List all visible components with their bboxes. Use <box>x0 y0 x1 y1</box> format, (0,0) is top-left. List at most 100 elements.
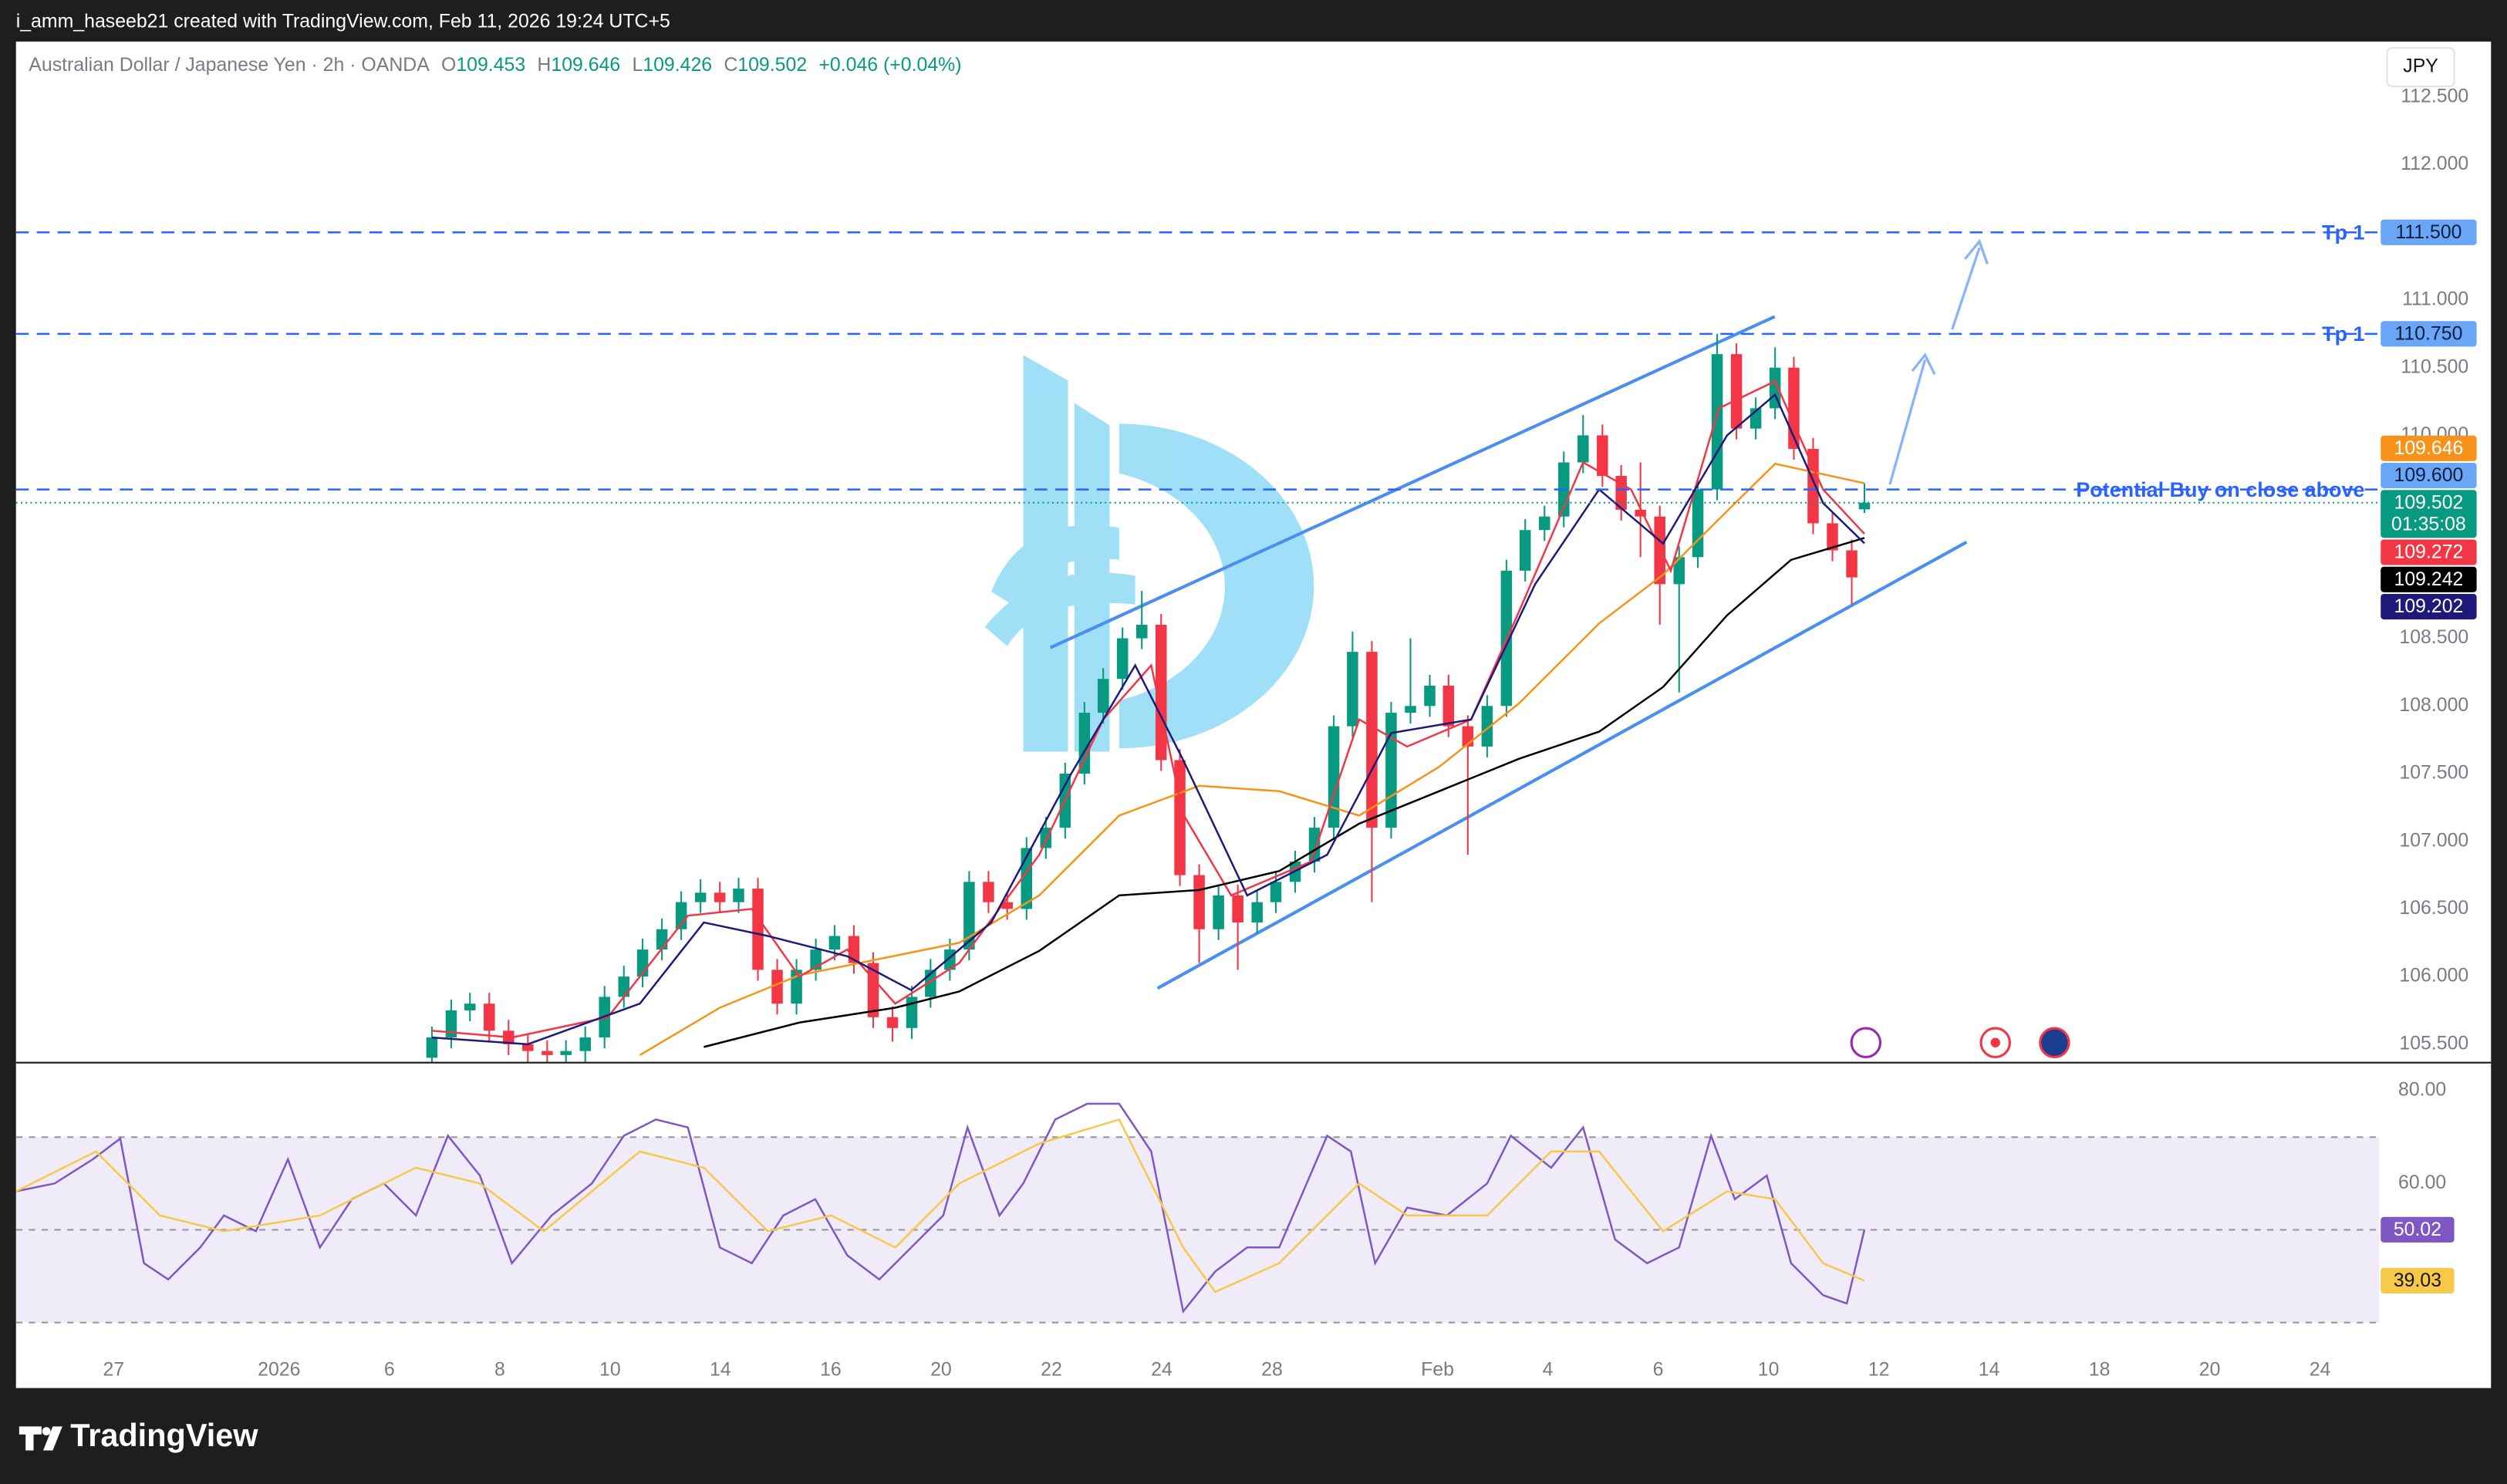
currency: JPY <box>2403 56 2438 77</box>
candle-body <box>1366 652 1378 828</box>
x-tick-label: 10 <box>1758 1358 1780 1380</box>
event-icon[interactable] <box>1850 1027 1882 1058</box>
candle-body <box>771 970 783 1004</box>
logo-mark <box>42 1426 62 1451</box>
price-pane <box>426 333 1871 1062</box>
candle-body <box>1442 685 1455 727</box>
candle-body <box>1193 875 1205 929</box>
x-tick-label: 27 <box>103 1358 124 1380</box>
candle-body <box>484 1003 495 1031</box>
rsi-tag-label: 50.02 <box>2394 1219 2441 1240</box>
x-tick-label: 6 <box>384 1358 395 1380</box>
events <box>1850 1027 2070 1058</box>
candle-body <box>694 892 707 902</box>
candle-body <box>963 882 975 950</box>
y-tick-label: 107.000 <box>2399 829 2468 851</box>
currency-box[interactable] <box>2386 47 2455 87</box>
candle-body <box>733 889 744 902</box>
watermark-swoosh <box>991 524 1119 608</box>
price-tag <box>2380 490 2477 538</box>
y-tick-label: 110.500 <box>2401 356 2468 377</box>
rsi-tag-label: 39.03 <box>2394 1270 2441 1291</box>
candle-body <box>1538 516 1550 531</box>
price-tag <box>2380 219 2477 245</box>
rsi-tag <box>2380 1267 2455 1293</box>
ohlc-value: 109.426 <box>643 54 712 76</box>
candle-body <box>1251 902 1263 922</box>
candle-body <box>1858 502 1871 510</box>
x-tick-label: 20 <box>930 1358 952 1380</box>
ohlc-value: 109.502 <box>737 54 807 76</box>
ohlc-value: 109.453 <box>456 54 525 76</box>
y-tick-label: 112.000 <box>2401 153 2468 174</box>
candle-body <box>1519 530 1531 571</box>
candle-body <box>886 1017 899 1028</box>
rsi-lines <box>15 1102 1866 1314</box>
candle-body <box>983 882 994 902</box>
credit: i_amm_haseeb21 created with TradingView.… <box>16 11 670 32</box>
candle-body <box>656 929 668 950</box>
candle-body <box>1270 882 1282 902</box>
x-tick-label: 2026 <box>258 1358 300 1380</box>
x-tick-label: 8 <box>494 1358 505 1380</box>
watermark-swoosh <box>984 572 1135 646</box>
candle-body <box>1711 354 1723 490</box>
price-tag-label: 109.242 <box>2394 568 2464 590</box>
candle-body <box>560 1051 572 1055</box>
y-tick-label: 112.500 <box>2401 85 2468 106</box>
x-tick-label: 14 <box>1979 1358 2000 1380</box>
candle-body <box>714 892 726 902</box>
y-tick-label: 108.500 <box>2399 626 2468 648</box>
candle-body <box>1308 828 1321 862</box>
footer: TradingView <box>19 1417 258 1453</box>
x-tick-label: 24 <box>1151 1358 1173 1380</box>
event-icon[interactable] <box>2039 1027 2070 1058</box>
candle-body <box>445 1010 457 1038</box>
price-tag-label: 109.272 <box>2394 541 2464 563</box>
candle-body <box>1635 509 1646 517</box>
y-tick-label: 106.500 <box>2399 897 2468 919</box>
logo-mark <box>19 1426 42 1451</box>
price-tag <box>2380 321 2477 347</box>
candle-body <box>1001 902 1014 909</box>
candle-body <box>1385 713 1397 828</box>
candle-body <box>1328 726 1340 828</box>
level-text: Potential Buy on close above <box>2076 478 2364 501</box>
price-tag-label: 109.600 <box>2394 464 2464 486</box>
candle-body <box>579 1037 591 1051</box>
arrow <box>1951 238 1989 330</box>
ohlc-letter: L <box>632 54 643 76</box>
price-tag <box>2380 593 2477 620</box>
y-tick-label: 111.000 <box>2402 288 2468 310</box>
x-tick-label: 28 <box>1261 1358 1283 1380</box>
candle-body <box>1213 895 1224 929</box>
legend: Australian Dollar / Japanese Yen · 2h · … <box>29 54 961 76</box>
price-tag-label: 110.750 <box>2394 322 2462 344</box>
ohlc-letter: H <box>537 54 551 76</box>
candle-body <box>1673 557 1685 585</box>
x-tick-label: 14 <box>710 1358 731 1380</box>
x-tick-label: 18 <box>2089 1358 2111 1380</box>
line <box>431 379 1865 1039</box>
line <box>639 462 1865 1056</box>
price-tag <box>2380 539 2477 565</box>
candle-body <box>1827 523 1838 551</box>
x-tick-label: 16 <box>820 1358 842 1380</box>
candle-body <box>464 1003 476 1010</box>
price-tag <box>2380 435 2477 461</box>
line <box>704 537 1865 1048</box>
price-tag-label: 109.646 <box>2394 437 2464 459</box>
x-tick-label: 10 <box>599 1358 621 1380</box>
watermark-arc <box>1119 423 1314 749</box>
price-tag-label: 111.500 <box>2395 221 2461 243</box>
x-tick-label: 20 <box>2199 1358 2221 1380</box>
rsi-tag <box>2380 1216 2455 1243</box>
y-tick-label: 108.000 <box>2399 694 2468 716</box>
candle-body <box>1730 354 1743 429</box>
candle-body <box>1424 685 1436 707</box>
line <box>431 393 1865 1046</box>
rsi-pane <box>15 1102 2380 1324</box>
arrows <box>1888 238 1989 485</box>
candle-body <box>675 902 687 929</box>
